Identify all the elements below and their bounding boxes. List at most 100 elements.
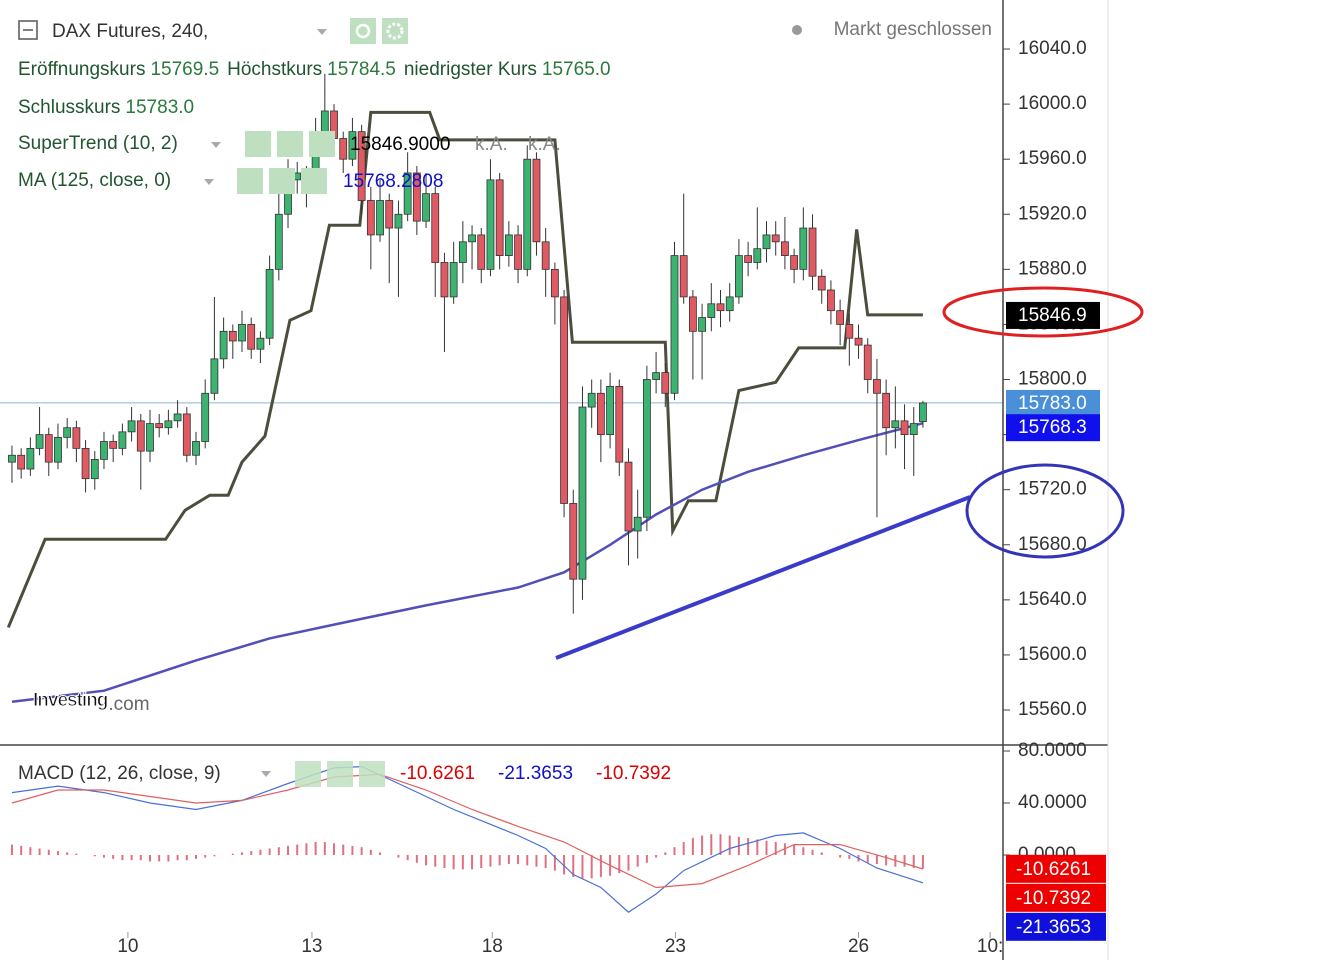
- candle-body: [790, 255, 799, 270]
- candle-body: [817, 275, 826, 291]
- field-value: 15783.0: [125, 97, 194, 118]
- candle-body: [744, 255, 753, 263]
- value-tag-label: -21.3653: [1016, 917, 1091, 938]
- indicator-name: SuperTrend (10, 2): [18, 133, 178, 154]
- candle-body: [265, 268, 274, 339]
- eye-icon[interactable]: [237, 168, 263, 194]
- status-dot: [792, 25, 802, 35]
- settings-icon[interactable]: [382, 18, 408, 44]
- candle-body: [81, 447, 90, 480]
- y-tick-label: 15560.0: [1018, 699, 1087, 720]
- y-tick-label: 15920.0: [1018, 203, 1087, 224]
- price-tag-label: 15768.3: [1018, 417, 1087, 438]
- candle-body: [118, 431, 127, 449]
- x-tick-label: 18: [482, 936, 503, 957]
- candle-body: [412, 172, 421, 222]
- candle-body: [504, 234, 513, 256]
- value-tag: [1006, 854, 1106, 883]
- y-tick-label: 15720.0: [1018, 479, 1087, 500]
- field-name: Eröffnungskurs: [18, 59, 145, 80]
- candle-body: [17, 454, 26, 470]
- candle-body: [799, 227, 808, 270]
- dropdown-arrow[interactable]: [261, 771, 271, 777]
- close-icon[interactable]: [309, 131, 335, 157]
- value-tag: [1006, 883, 1106, 912]
- logo-suffix: .com: [108, 694, 149, 715]
- chart-title: DAX Futures, 240,: [52, 21, 208, 42]
- candle-body: [403, 172, 412, 215]
- candle-body: [468, 234, 476, 243]
- candle-body: [35, 434, 44, 449]
- value-tag: [1006, 912, 1106, 941]
- candle-body: [919, 402, 927, 422]
- candle-body: [615, 386, 624, 463]
- candle-body: [550, 268, 559, 298]
- y-tick-label: 15960.0: [1018, 148, 1087, 169]
- candle-body: [385, 200, 394, 229]
- candle-body: [431, 193, 440, 263]
- candle-body: [679, 255, 688, 298]
- field-name: Höchstkurs: [227, 59, 322, 80]
- candle-body: [587, 392, 596, 408]
- price-tag: [1006, 389, 1100, 417]
- indicator-value: k.A.: [475, 134, 508, 155]
- field-value: 15769.5: [150, 59, 219, 80]
- candle-body: [458, 241, 467, 263]
- candle-body: [54, 436, 62, 463]
- candle-body: [90, 458, 99, 480]
- candle-body: [449, 262, 458, 298]
- logo-brand: Investing: [33, 690, 108, 711]
- title-icons[interactable]: [350, 18, 408, 44]
- macd-title: MACD (12, 26, close, 9): [18, 763, 221, 784]
- candle-body: [146, 423, 154, 452]
- y-tick-label: 15680.0: [1018, 534, 1087, 555]
- highlight-circle: [965, 463, 1125, 559]
- dropdown-arrow[interactable]: [204, 179, 214, 185]
- field-name: Schlusskurs: [18, 97, 120, 118]
- dropdown-arrow[interactable]: [211, 142, 221, 148]
- dropdown-arrow[interactable]: [317, 29, 327, 35]
- macd-value: -21.3653: [498, 763, 573, 784]
- x-tick-label: 13: [301, 936, 322, 957]
- candle-body: [26, 447, 35, 470]
- candle-body: [882, 392, 891, 429]
- value-tag-label: -10.7392: [1016, 888, 1091, 909]
- candle-body: [477, 234, 486, 270]
- candle-body: [72, 427, 81, 449]
- macd-panel: [10, 765, 924, 913]
- settings-icon[interactable]: [327, 761, 353, 787]
- eye-icon[interactable]: [245, 131, 271, 157]
- candle-body: [707, 303, 716, 318]
- price-tag: [1006, 414, 1100, 442]
- eye-icon[interactable]: [295, 761, 321, 787]
- candle-body: [845, 324, 854, 339]
- close-icon[interactable]: [301, 168, 327, 194]
- candle-body: [182, 413, 191, 456]
- candle-body: [247, 324, 256, 350]
- indicator-value: k.A.: [528, 134, 561, 155]
- close-icon[interactable]: [359, 761, 385, 787]
- candle-body: [854, 337, 863, 346]
- indicator-value: 15768.2808: [343, 171, 443, 192]
- candle-body: [688, 296, 697, 332]
- y-tick-label: 80.0000: [1018, 740, 1087, 761]
- candle-body: [274, 213, 283, 270]
- candle-body: [8, 454, 16, 463]
- eye-icon[interactable]: [350, 18, 376, 44]
- candle-body: [541, 241, 550, 270]
- candle-body: [900, 420, 909, 436]
- settings-icon[interactable]: [269, 168, 295, 194]
- candle-body: [440, 262, 449, 298]
- candle-body: [256, 337, 265, 350]
- settings-icon[interactable]: [277, 131, 303, 157]
- field-value: 15784.5: [327, 59, 396, 80]
- candle-body: [523, 158, 532, 270]
- candle-body: [827, 289, 835, 312]
- candle-body: [762, 234, 771, 250]
- candle-body: [486, 179, 495, 270]
- candle-body: [394, 213, 403, 229]
- y-tick-label: 15640.0: [1018, 589, 1087, 610]
- field-value: 15765.0: [542, 59, 611, 80]
- collapse-icon[interactable]: [18, 20, 38, 40]
